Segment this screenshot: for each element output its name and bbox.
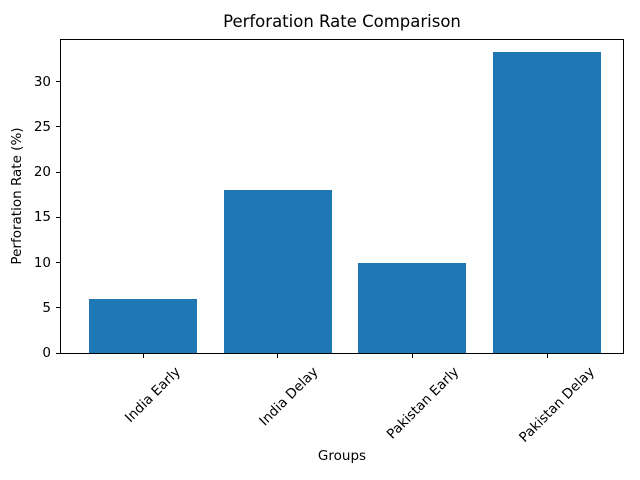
bar-india-early bbox=[89, 298, 197, 353]
x-tick-label: India Delay bbox=[255, 364, 321, 430]
y-tick-mark bbox=[56, 262, 60, 264]
y-tick-mark bbox=[56, 81, 60, 83]
x-tick-label: Pakistan Early bbox=[383, 364, 463, 443]
bar-pakistan-early bbox=[358, 262, 467, 353]
y-tick-label: 20 bbox=[33, 164, 51, 181]
x-tick-label: India Early bbox=[122, 364, 185, 426]
bar-pakistan-delay bbox=[493, 51, 602, 353]
x-tick-mark bbox=[546, 354, 548, 358]
y-tick-mark bbox=[56, 126, 60, 128]
x-tick-label: Pakistan Delay bbox=[516, 364, 599, 446]
y-tick-mark bbox=[56, 352, 60, 354]
chart-title: Perforation Rate Comparison bbox=[223, 12, 461, 31]
x-tick-mark bbox=[411, 354, 413, 358]
y-tick-mark bbox=[56, 307, 60, 309]
x-axis-label: Groups bbox=[317, 448, 367, 464]
x-tick-mark bbox=[142, 354, 144, 358]
x-tick-mark bbox=[277, 354, 279, 358]
y-tick-mark bbox=[56, 216, 60, 218]
plot-area bbox=[60, 39, 624, 354]
y-tick-label: 5 bbox=[42, 299, 51, 316]
y-tick-label: 0 bbox=[42, 345, 51, 361]
bar-india-delay bbox=[223, 190, 332, 353]
y-tick-label: 25 bbox=[33, 118, 51, 135]
y-tick-label: 15 bbox=[33, 209, 51, 226]
y-tick-label: 30 bbox=[33, 73, 51, 90]
y-tick-label: 10 bbox=[33, 254, 51, 271]
y-tick-mark bbox=[56, 171, 60, 173]
